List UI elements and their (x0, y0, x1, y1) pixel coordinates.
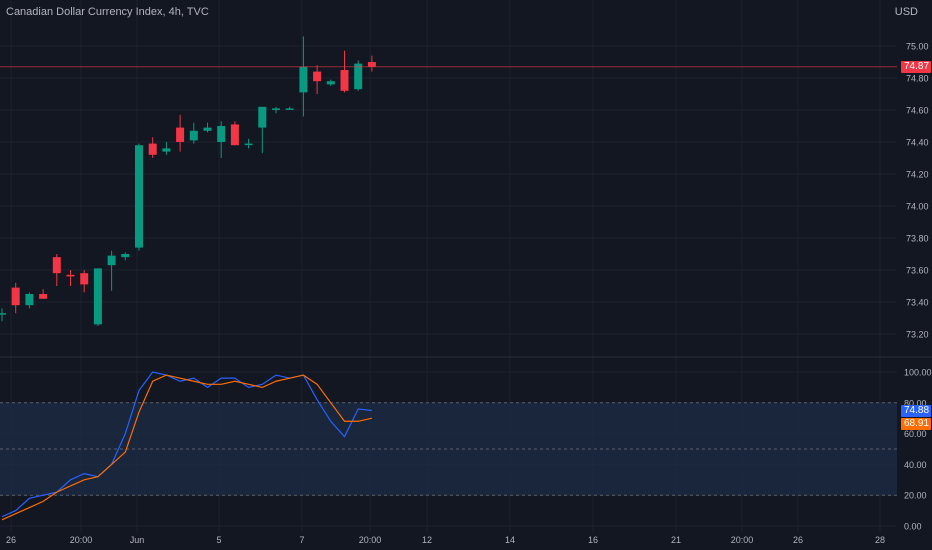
candle-body (189, 130, 198, 141)
price-tick-label: 74.40 (906, 138, 929, 148)
price-tick-label: 75.00 (906, 42, 929, 52)
stoch-tick-label: 100.00 (904, 368, 932, 378)
price-tick-label: 74.80 (906, 74, 929, 84)
time-tick-label: 5 (216, 535, 221, 545)
candle-body (52, 257, 61, 274)
candle-body (354, 63, 363, 90)
candle-body (258, 106, 267, 128)
candle-body (340, 70, 349, 91)
candle-body (326, 81, 335, 85)
candle-body (25, 294, 34, 306)
candle-body (39, 294, 48, 299)
candle-body (135, 145, 143, 248)
candle-body (313, 71, 322, 82)
candle-body (272, 108, 280, 110)
stoch-tick-label: 40.00 (904, 460, 927, 470)
candle-body (11, 287, 20, 306)
time-tick-label: 21 (671, 535, 681, 545)
candle-body (203, 127, 212, 131)
stoch-tick-label: 80.00 (904, 398, 927, 408)
stochastic-lines (1, 371, 373, 521)
time-tick-label: 26 (6, 535, 16, 545)
price-tick-label: 73.80 (906, 234, 929, 244)
candle-body (121, 254, 130, 258)
price-tick-label: 74.00 (906, 202, 929, 212)
price-tick-label: 73.20 (906, 330, 929, 340)
stoch-tick-label: 0.00 (904, 522, 922, 532)
candle-body (107, 255, 116, 266)
price-tick-label: 73.60 (906, 266, 929, 276)
candle-body (0, 313, 6, 315)
candle-body (367, 62, 376, 67)
stochastic-axis[interactable]: 100.00 80.00 60.00 40.00 20.00 0.00 (904, 368, 932, 532)
currency-label: USD (894, 6, 918, 18)
candle-body (299, 66, 308, 93)
time-tick-label: 16 (588, 535, 598, 545)
candle-body (80, 273, 89, 285)
candle-body (176, 127, 185, 142)
symbol-title: Canadian Dollar Currency Index, 4h, TVC (6, 6, 209, 18)
time-tick-label: 20:00 (731, 535, 754, 545)
time-tick-label: Jun (130, 535, 145, 545)
last-price-badge: 74.87 (901, 61, 931, 73)
candle-body (244, 143, 253, 146)
stoch-d-badge: 68.91 (901, 418, 931, 430)
price-tick-label: 74.60 (906, 106, 929, 116)
time-tick-label: 20:00 (359, 535, 382, 545)
stoch-k-badge: 74.88 (901, 405, 931, 417)
candle-body (93, 268, 102, 325)
candle-body (217, 126, 226, 142)
time-axis[interactable]: 26 20:00 Jun 5 7 20:00 12 14 16 21 20:00 26 28 (6, 535, 885, 545)
price-tick-label: 74.20 (906, 170, 929, 180)
candle-body (230, 124, 239, 146)
time-tick-label: 28 (875, 535, 885, 545)
price-tick-label: 73.40 (906, 298, 929, 308)
price-axis[interactable]: 75.00 74.80 74.60 74.40 74.20 74.00 73.80 73.60… (906, 42, 929, 340)
candle-body (162, 148, 171, 152)
stoch-d-line (1, 374, 373, 521)
time-tick-label: 12 (422, 535, 432, 545)
candle-body (66, 274, 75, 277)
stochastic-band (0, 402, 897, 496)
candle-body (285, 108, 294, 110)
time-tick-label: 7 (299, 535, 304, 545)
time-tick-label: 20:00 (70, 535, 93, 545)
time-tick-label: 14 (505, 535, 515, 545)
stoch-tick-label: 60.00 (904, 429, 927, 439)
candle-body (148, 143, 157, 155)
time-tick-label: 26 (793, 535, 803, 545)
candles (0, 36, 376, 326)
stoch-tick-label: 20.00 (904, 491, 927, 501)
overbought-oversold-band (0, 402, 897, 496)
